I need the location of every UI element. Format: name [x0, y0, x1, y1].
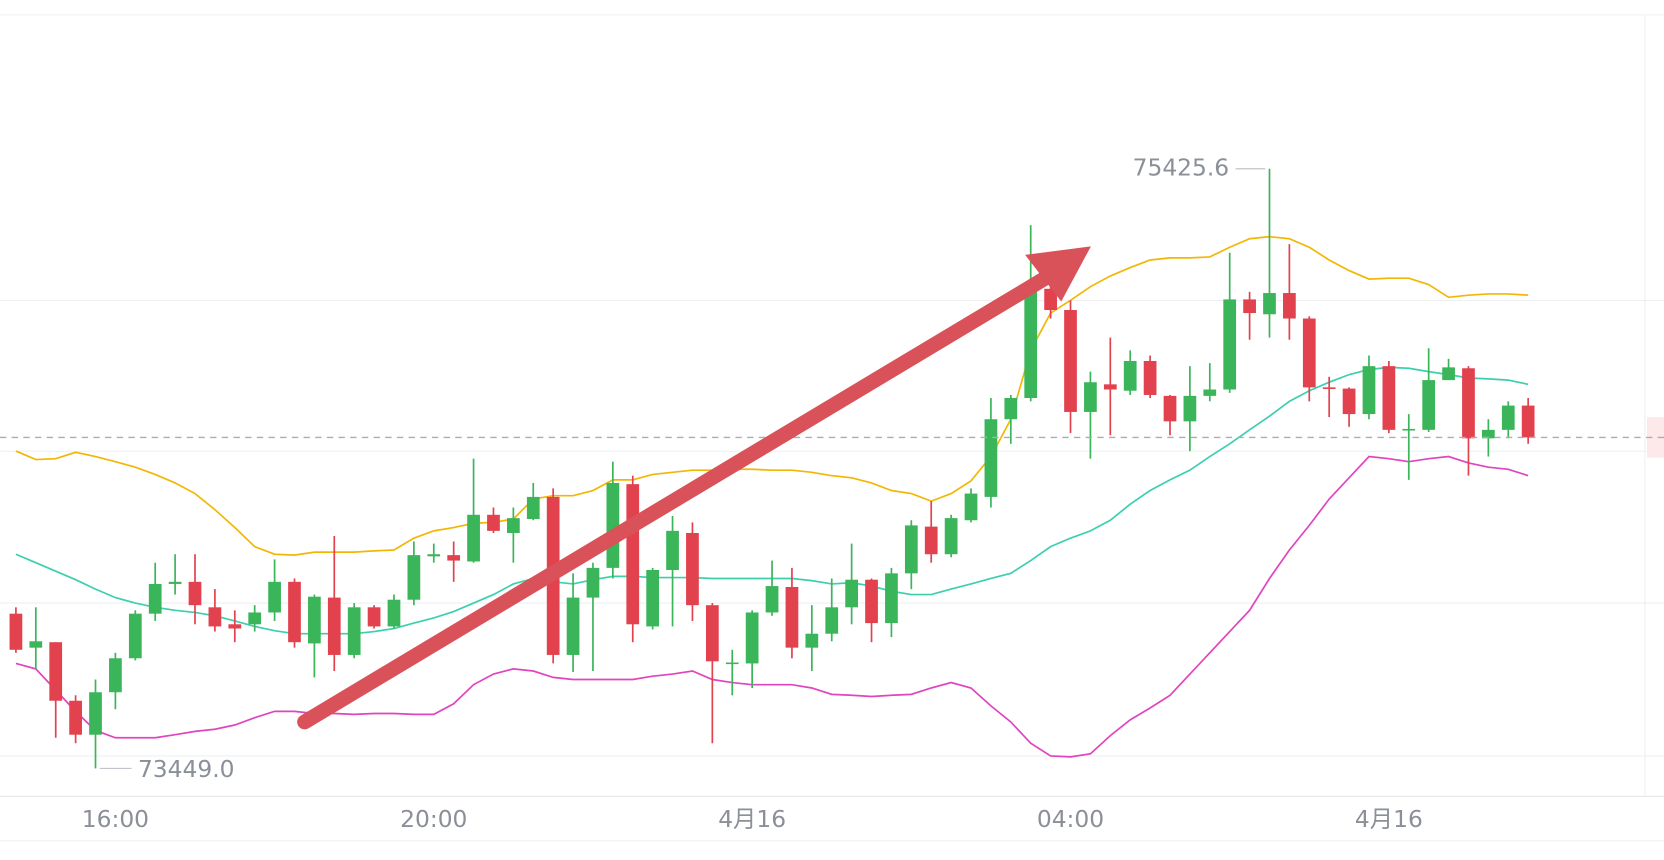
candle-body — [148, 583, 162, 614]
candle-body — [765, 586, 779, 613]
candle-body — [128, 613, 142, 659]
price-tag — [1647, 417, 1664, 458]
candle-body — [1143, 360, 1157, 395]
x-tick-label: 16:00 — [82, 805, 149, 833]
candle-body — [1342, 388, 1356, 415]
candle-body — [1163, 395, 1177, 422]
candle-body — [1223, 299, 1237, 390]
candle-body — [1123, 360, 1137, 391]
candle-body — [606, 482, 620, 568]
candle-body — [626, 484, 640, 625]
candle-body — [69, 700, 82, 735]
candle-body — [168, 581, 182, 584]
candle-body — [1283, 293, 1296, 319]
candle-body — [1044, 288, 1057, 311]
candle-body — [387, 599, 401, 627]
candle-body — [1302, 318, 1316, 388]
candle-body — [487, 514, 500, 531]
candle-body — [1203, 389, 1217, 396]
low-label: 73449.0 — [138, 755, 235, 783]
x-tick-label: 20:00 — [400, 805, 467, 833]
candle-body — [1004, 397, 1018, 420]
candle-body — [1103, 384, 1117, 390]
candle-body — [347, 607, 361, 655]
candle-body — [1243, 299, 1256, 314]
candle-body — [964, 493, 978, 521]
candle-body — [1521, 405, 1535, 438]
x-tick-label: 4月16 — [718, 805, 786, 833]
candle-body — [526, 496, 540, 520]
candle-body — [865, 579, 878, 624]
candle-body — [666, 530, 679, 570]
candle-body — [805, 633, 819, 648]
candle-body — [1183, 395, 1197, 422]
candle-body — [1064, 310, 1077, 412]
candle-body — [188, 581, 202, 606]
candle-body — [566, 597, 580, 655]
candle-body — [447, 555, 461, 561]
arrow-head — [1025, 246, 1091, 302]
trend-arrow — [297, 246, 1091, 730]
candle-body — [1462, 368, 1475, 439]
candle-body — [109, 658, 122, 693]
candle-body — [646, 569, 660, 627]
candle-body — [686, 532, 699, 606]
candle-body — [89, 692, 102, 735]
candle-body — [1482, 429, 1495, 439]
candle-body — [904, 525, 918, 574]
candle-body — [367, 607, 381, 627]
candle-body — [1442, 367, 1455, 381]
candle-body — [427, 554, 441, 557]
candle-body — [1322, 387, 1336, 389]
x-tick-label: 4月16 — [1355, 805, 1423, 833]
candle-body — [248, 612, 262, 625]
candle-body — [308, 596, 321, 644]
candle-body — [1382, 366, 1396, 430]
band-line — [15, 455, 1529, 758]
candle-body — [586, 567, 600, 598]
candle-body — [268, 581, 281, 613]
candle-body — [467, 514, 480, 562]
candle-body — [9, 613, 23, 650]
candle-body — [1084, 382, 1097, 412]
candle-body — [1362, 366, 1376, 415]
candle-body — [208, 607, 222, 627]
candle-body — [944, 518, 958, 555]
candle-body — [1501, 405, 1515, 430]
candle-body — [288, 581, 301, 643]
candle-body — [745, 612, 759, 664]
candle-body — [327, 597, 341, 655]
candle-body — [1422, 380, 1436, 430]
candle-body — [885, 573, 898, 624]
arrow-shaft — [297, 270, 1053, 730]
candle-body — [825, 607, 839, 634]
candle-body — [29, 641, 43, 648]
candle-body — [924, 526, 938, 555]
candle-body — [507, 518, 520, 533]
high-label: 75425.6 — [1133, 153, 1230, 181]
candle-body — [845, 579, 858, 608]
candle-body — [984, 419, 998, 497]
candle-body — [1024, 288, 1038, 398]
candle-body — [49, 642, 63, 701]
candle-body — [1263, 293, 1276, 315]
band-line — [15, 235, 1529, 556]
candle-body — [228, 624, 242, 629]
candle-body — [705, 605, 719, 662]
plot-area: 16:00 20:00 4月16 04:00 4月16 75425.6 73449.0 — [0, 153, 1664, 833]
candle-body — [785, 586, 799, 648]
candle-body — [725, 662, 739, 665]
candle-body — [407, 555, 421, 600]
x-tick-label: 04:00 — [1037, 805, 1104, 833]
candle-body — [1402, 428, 1416, 431]
